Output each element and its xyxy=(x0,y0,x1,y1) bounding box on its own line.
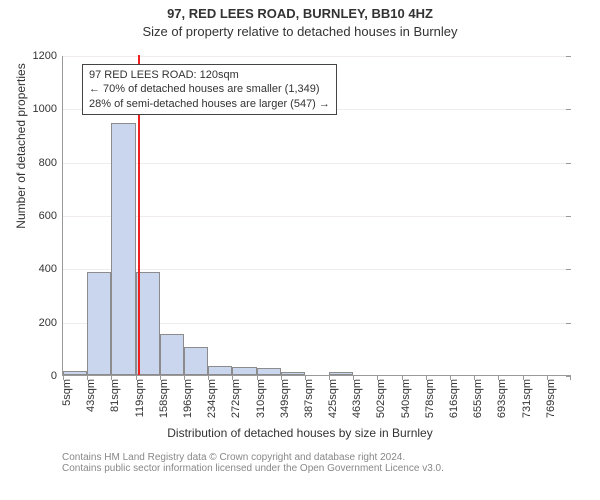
y-axis-label: Number of detached properties xyxy=(14,0,28,306)
x-tick-label: 196sqm xyxy=(182,375,194,418)
x-tick-label: 234sqm xyxy=(206,375,218,418)
x-tick-label: 463sqm xyxy=(351,375,363,418)
x-tick-label: 387sqm xyxy=(303,375,315,418)
histogram-bar xyxy=(160,334,184,375)
y-tick-mark xyxy=(566,56,571,57)
y-tick-label: 1000 xyxy=(33,103,63,115)
x-tick-label: 425sqm xyxy=(327,375,339,418)
footer-line-2: Contains public sector information licen… xyxy=(62,463,444,474)
x-tick-label: 731sqm xyxy=(521,375,533,418)
x-tick-label: 272sqm xyxy=(230,375,242,418)
x-tick-label: 119sqm xyxy=(134,375,146,417)
annotation-line-2: ← 70% of detached houses are smaller (1,… xyxy=(89,82,330,96)
x-tick-label: 158sqm xyxy=(158,375,170,418)
x-tick-label: 655sqm xyxy=(472,375,484,418)
x-tick-label: 540sqm xyxy=(400,375,412,418)
annotation-line-1: 97 RED LEES ROAD: 120sqm xyxy=(89,68,330,82)
annotation-line-3: 28% of semi-detached houses are larger (… xyxy=(89,97,330,111)
histogram-bar xyxy=(87,272,111,375)
chart-title: 97, RED LEES ROAD, BURNLEY, BB10 4HZ xyxy=(0,6,600,21)
y-tick-mark xyxy=(566,163,571,164)
y-tick-label: 400 xyxy=(39,263,63,275)
annotation-box: 97 RED LEES ROAD: 120sqm ← 70% of detach… xyxy=(82,64,337,115)
y-tick-mark xyxy=(566,109,571,110)
x-tick-label: 310sqm xyxy=(255,375,267,418)
x-tick-label: 5sqm xyxy=(61,375,73,406)
x-axis-label: Distribution of detached houses by size … xyxy=(0,426,600,440)
footer-line-1: Contains HM Land Registry data © Crown c… xyxy=(62,452,444,463)
y-tick-label: 800 xyxy=(39,157,63,169)
histogram-bar xyxy=(111,123,135,375)
x-tick-label: 578sqm xyxy=(424,375,436,418)
y-tick-label: 200 xyxy=(39,317,63,329)
y-tick-mark xyxy=(566,323,571,324)
histogram-bar xyxy=(257,368,281,375)
histogram-bar xyxy=(232,367,256,375)
y-tick-mark xyxy=(566,269,571,270)
chart-subtitle: Size of property relative to detached ho… xyxy=(0,24,600,39)
y-tick-label: 1200 xyxy=(33,50,63,62)
x-tick-label: 43sqm xyxy=(85,375,97,412)
histogram-bar xyxy=(208,366,232,375)
x-tick-label: 769sqm xyxy=(545,375,557,418)
x-tick-label: 349sqm xyxy=(279,375,291,418)
y-tick-label: 600 xyxy=(39,210,63,222)
x-tick-mark xyxy=(570,375,571,380)
y-tick-mark xyxy=(566,216,571,217)
x-tick-label: 81sqm xyxy=(109,375,121,412)
x-tick-label: 693sqm xyxy=(496,375,508,418)
chart-container: { "header": { "title": "97, RED LEES ROA… xyxy=(0,0,600,500)
x-tick-label: 616sqm xyxy=(448,375,460,418)
histogram-bar xyxy=(184,347,208,375)
x-tick-label: 502sqm xyxy=(375,375,387,418)
footer-text: Contains HM Land Registry data © Crown c… xyxy=(62,452,444,474)
